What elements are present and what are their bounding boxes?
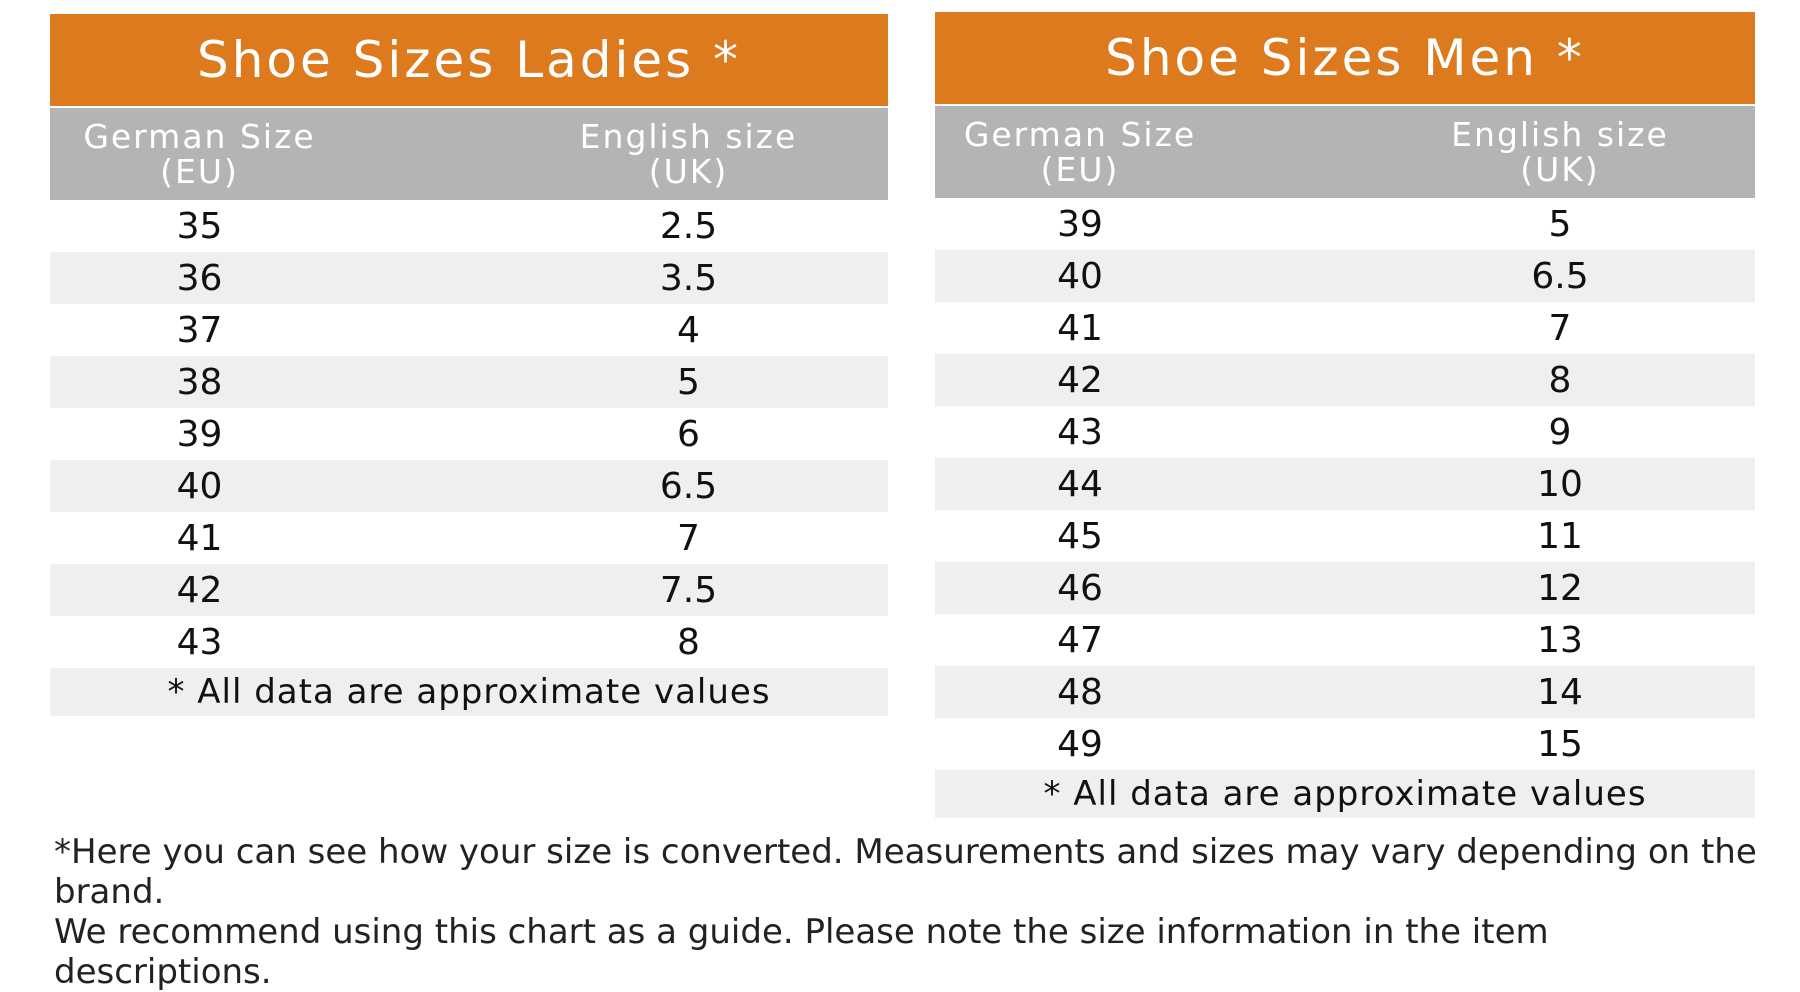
table-row: 35 2.5 xyxy=(50,200,888,252)
men-uk-column-header: English size (UK) xyxy=(1355,106,1765,198)
eu-size-cell: 39 xyxy=(1057,203,1103,245)
uk-size-cell: 12 xyxy=(1537,567,1583,609)
uk-size-cell: 15 xyxy=(1537,723,1583,765)
eu-size-cell: 36 xyxy=(176,257,223,299)
ladies-uk-header-line2: (UK) xyxy=(648,152,729,191)
uk-size-cell: 10 xyxy=(1537,463,1583,505)
table-row: 41 7 xyxy=(935,302,1755,354)
uk-size-cell: 6.5 xyxy=(1531,255,1589,297)
eu-size-cell: 37 xyxy=(176,309,223,351)
table-row: 43 8 xyxy=(50,616,888,668)
table-row: 46 12 xyxy=(935,562,1755,614)
ladies-eu-header-line2: (EU) xyxy=(160,152,239,191)
eu-size-cell: 42 xyxy=(1057,359,1103,401)
men-approximate-note: * All data are approximate values xyxy=(935,770,1755,818)
table-row: 39 5 xyxy=(935,198,1755,250)
eu-size-cell: 40 xyxy=(176,465,223,507)
uk-size-cell: 5 xyxy=(1548,203,1572,245)
uk-size-cell: 14 xyxy=(1537,671,1583,713)
table-row: 45 11 xyxy=(935,510,1755,562)
men-table-title: Shoe Sizes Men * xyxy=(935,12,1755,104)
table-row: 49 15 xyxy=(935,718,1755,770)
eu-size-cell: 44 xyxy=(1057,463,1103,505)
eu-size-cell: 46 xyxy=(1057,567,1103,609)
footer-line-2: We recommend using this chart as a guide… xyxy=(54,912,1549,992)
uk-size-cell: 11 xyxy=(1537,515,1583,557)
table-row: 42 7.5 xyxy=(50,564,888,616)
men-table-body: 39 5 40 6.5 41 7 42 8 43 9 44 10 45 11 46 12 47 1… xyxy=(935,198,1755,770)
eu-size-cell: 41 xyxy=(176,517,223,559)
table-row: 41 7 xyxy=(50,512,888,564)
uk-size-cell: 13 xyxy=(1537,619,1583,661)
table-row: 37 4 xyxy=(50,304,888,356)
eu-size-cell: 42 xyxy=(176,569,223,611)
men-size-table: Shoe Sizes Men * German Size (EU) Englis… xyxy=(935,12,1755,818)
men-eu-header-line1: German Size xyxy=(963,115,1197,154)
eu-size-cell: 41 xyxy=(1057,307,1103,349)
footer-line-1: *Here you can see how your size is conve… xyxy=(54,832,1757,912)
ladies-size-table: Shoe Sizes Ladies * German Size (EU) Eng… xyxy=(50,14,888,716)
ladies-uk-column-header: English size (UK) xyxy=(479,108,898,200)
uk-size-cell: 8 xyxy=(677,621,700,663)
eu-size-cell: 35 xyxy=(176,205,223,247)
uk-size-cell: 5 xyxy=(677,361,700,403)
uk-size-cell: 7 xyxy=(1548,307,1572,349)
table-row: 38 5 xyxy=(50,356,888,408)
uk-size-cell: 8 xyxy=(1548,359,1572,401)
table-row: 40 6.5 xyxy=(50,460,888,512)
footer-disclaimer: *Here you can see how your size is conve… xyxy=(54,832,1774,992)
uk-size-cell: 2.5 xyxy=(659,205,718,247)
men-uk-header-line1: English size xyxy=(1451,115,1669,154)
table-row: 48 14 xyxy=(935,666,1755,718)
ladies-table-body: 35 2.5 36 3.5 37 4 38 5 39 6 40 6.5 41 7 42 7.5 … xyxy=(50,200,888,668)
men-column-headers: German Size (EU) English size (UK) xyxy=(935,106,1755,198)
eu-size-cell: 38 xyxy=(176,361,223,403)
eu-size-cell: 49 xyxy=(1057,723,1103,765)
eu-size-cell: 48 xyxy=(1057,671,1103,713)
eu-size-cell: 43 xyxy=(176,621,223,663)
uk-size-cell: 6.5 xyxy=(659,465,718,507)
men-uk-header-line2: (UK) xyxy=(1520,150,1600,189)
eu-size-cell: 45 xyxy=(1057,515,1103,557)
table-row: 36 3.5 xyxy=(50,252,888,304)
uk-size-cell: 4 xyxy=(677,309,700,351)
eu-size-cell: 39 xyxy=(176,413,223,455)
uk-size-cell: 9 xyxy=(1548,411,1572,453)
ladies-approximate-note: * All data are approximate values xyxy=(50,668,888,716)
eu-size-cell: 47 xyxy=(1057,619,1103,661)
ladies-column-headers: German Size (EU) English size (UK) xyxy=(50,108,888,200)
men-eu-column-header: German Size (EU) xyxy=(875,106,1285,198)
table-row: 47 13 xyxy=(935,614,1755,666)
men-eu-header-line2: (EU) xyxy=(1040,150,1120,189)
table-row: 42 8 xyxy=(935,354,1755,406)
table-row: 44 10 xyxy=(935,458,1755,510)
table-row: 40 6.5 xyxy=(935,250,1755,302)
table-row: 39 6 xyxy=(50,408,888,460)
uk-size-cell: 3.5 xyxy=(659,257,718,299)
table-row: 43 9 xyxy=(935,406,1755,458)
uk-size-cell: 7 xyxy=(677,517,700,559)
ladies-table-title: Shoe Sizes Ladies * xyxy=(50,14,888,106)
ladies-eu-column-header: German Size (EU) xyxy=(0,108,409,200)
eu-size-cell: 43 xyxy=(1057,411,1103,453)
ladies-uk-header-line1: English size xyxy=(579,117,798,156)
uk-size-cell: 7.5 xyxy=(659,569,718,611)
uk-size-cell: 6 xyxy=(677,413,700,455)
ladies-eu-header-line1: German Size xyxy=(83,117,316,156)
eu-size-cell: 40 xyxy=(1057,255,1103,297)
